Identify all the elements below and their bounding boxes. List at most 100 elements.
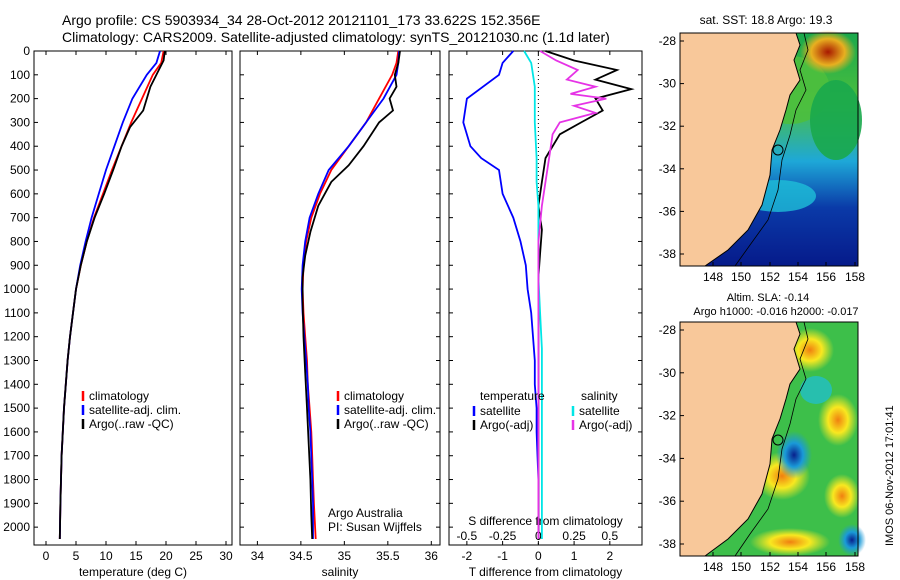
series-line-s-argo-adj- <box>537 50 607 539</box>
salinity-panel: 34 34.5 35 35.5 36 salinity climatologysatelli… <box>239 50 441 579</box>
map-y-tick-label: -38 <box>659 247 677 261</box>
sst-map: sat. SST: 18.8 Argo: 19.3 148 150 152 154 15… <box>659 13 866 284</box>
map-x-tick-label: 158 <box>845 270 865 284</box>
sla-map: Altim. SLA: -0.14 Argo h1000: -0.016 h20… <box>659 292 866 574</box>
map-x-tick-label: 156 <box>816 270 836 284</box>
map-y-tick-label: -36 <box>659 204 677 218</box>
x-tick-label: 2 <box>606 549 613 563</box>
secondary-x-tick-label: 0.25 <box>562 529 586 543</box>
sst-coastline <box>704 32 801 267</box>
x-tick-label: -2 <box>462 549 473 563</box>
legend-label: Argo(..raw -QC) <box>89 417 174 431</box>
y-tick-label: 300 <box>10 115 30 129</box>
sst-isobath <box>734 32 809 267</box>
y-tick-label: 100 <box>10 68 30 82</box>
series-line-t-satellite <box>462 50 540 539</box>
map-x-tick-label: 150 <box>731 270 751 284</box>
credit-annotation: Argo Australia <box>328 506 403 520</box>
y-tick-label: 400 <box>10 139 30 153</box>
difference-panel: -2 -1 0 1 2 T difference from climatology S di… <box>448 50 643 579</box>
plot-frame <box>239 50 441 546</box>
x-tick-label: 34.5 <box>289 549 313 563</box>
x-tick-label: 5 <box>73 549 80 563</box>
sla-negative-anomaly <box>776 431 812 479</box>
legend-label: Argo(-adj) <box>579 418 632 432</box>
sst-map-frame <box>679 32 859 267</box>
y-tick-label: 1900 <box>3 496 30 510</box>
sst-map-title: sat. SST: 18.8 Argo: 19.3 <box>700 13 833 27</box>
secondary-x-axis-label: S difference from climatology <box>468 514 623 528</box>
y-tick-label: 800 <box>10 234 30 248</box>
sla-coastline <box>704 321 801 557</box>
y-tick-label: 700 <box>10 211 30 225</box>
map-x-tick-label: 152 <box>760 270 780 284</box>
map-x-tick-label: 148 <box>703 560 723 574</box>
header-line2: Climatology: CARS2009. Satellite-adjuste… <box>62 29 610 45</box>
credit-annotation: PI: Susan Wijffels <box>328 520 422 534</box>
y-tick-label: 1500 <box>3 401 30 415</box>
map-x-tick-label: 154 <box>788 270 808 284</box>
sst-warm-spot <box>800 30 856 74</box>
map-y-tick-label: -28 <box>659 34 677 48</box>
x-axis-label: T difference from climatology <box>469 565 623 579</box>
temperature-panel: 0 5 10 15 20 25 300100200300400500600700800900… <box>3 44 233 579</box>
y-tick-label: 200 <box>10 92 30 106</box>
legend-label: satellite <box>480 404 521 418</box>
legend-title: temperature <box>480 389 545 403</box>
map-x-tick-label: 152 <box>760 560 780 574</box>
x-tick-label: 30 <box>219 549 233 563</box>
sla-map-frame <box>679 321 859 557</box>
x-tick-label: 10 <box>99 549 113 563</box>
map-x-tick-label: 150 <box>731 560 751 574</box>
map-x-tick-label: 158 <box>845 560 865 574</box>
x-tick-label: 1 <box>571 549 578 563</box>
y-tick-label: 1700 <box>3 449 30 463</box>
y-tick-label: 1800 <box>3 473 30 487</box>
side-timestamp: IMOS 06-Nov-2012 17:01:41 <box>884 405 896 546</box>
map-y-tick-label: -32 <box>659 119 677 133</box>
x-axis-label: temperature (deg C) <box>79 565 187 579</box>
legend-label: climatology <box>344 389 404 403</box>
map-y-tick-label: -34 <box>659 162 677 176</box>
x-tick-label: 35.5 <box>376 549 400 563</box>
y-tick-label: 1400 <box>3 377 30 391</box>
legend-label: satellite-adj. clim. <box>344 403 436 417</box>
x-tick-label: 35 <box>338 549 352 563</box>
sla-map-subtitle: Argo h1000: -0.016 h2000: -0.017 <box>693 306 858 318</box>
sla-positive-anomaly <box>750 528 830 556</box>
sst-land <box>680 33 800 266</box>
sla-negative-anomaly <box>800 376 832 404</box>
sla-map-ticks: 148 150 152 154 156 158 -28 -30 -32 -34 -36 -38 <box>659 323 866 574</box>
y-tick-label: 1300 <box>3 353 30 367</box>
plot-frame <box>448 50 643 546</box>
x-axis-label: salinity <box>322 565 359 579</box>
plot-frame <box>33 50 233 546</box>
legend-label: Argo(-adj) <box>480 418 533 432</box>
sla-positive-anomaly <box>818 394 858 446</box>
secondary-x-tick-label: -0.25 <box>489 529 517 543</box>
sst-argo-location <box>772 144 784 156</box>
sla-argo-location <box>772 434 784 446</box>
y-tick-label: 600 <box>10 187 30 201</box>
series-line-argo-raw-qc- <box>301 50 401 540</box>
sla-land <box>680 322 800 556</box>
y-tick-label: 2000 <box>3 520 30 534</box>
x-tick-label: 15 <box>129 549 143 563</box>
y-tick-label: 0 <box>23 44 30 58</box>
sla-positive-anomaly <box>824 474 860 518</box>
map-x-tick-label: 156 <box>816 560 836 574</box>
map-y-tick-label: -36 <box>659 494 677 508</box>
map-y-tick-label: -34 <box>659 451 677 465</box>
secondary-x-tick-label: 0.5 <box>601 529 618 543</box>
sla-map-title: Altim. SLA: -0.14 <box>727 292 810 304</box>
y-tick-label: 1000 <box>3 282 30 296</box>
y-tick-label: 900 <box>10 258 30 272</box>
legend-label: satellite <box>579 404 620 418</box>
map-y-tick-label: -30 <box>659 366 677 380</box>
header-line1: Argo profile: CS 5903934_34 28-Oct-2012 … <box>62 12 540 28</box>
y-tick-label: 1200 <box>3 330 30 344</box>
x-tick-label: 20 <box>159 549 173 563</box>
series-line-argo-raw-qc- <box>58 50 166 540</box>
sst-green-patch <box>810 80 862 160</box>
